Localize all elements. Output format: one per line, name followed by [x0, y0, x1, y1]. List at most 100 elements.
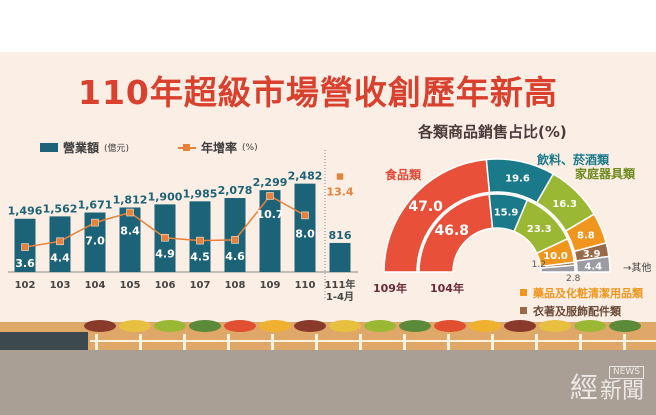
legend-revenue: 營業額 (億元) [40, 139, 129, 156]
legend-growth-unit: (%) [242, 142, 258, 153]
bar-value-label: 2,078 [218, 184, 253, 197]
produce [189, 320, 221, 332]
news-logo: 經 NEWS 新聞 [570, 366, 644, 404]
category-label: 食品類 [384, 167, 422, 182]
donut-value-label: 3.9 [583, 249, 601, 260]
x-tick-label: 103 [50, 280, 71, 291]
category-label: 衣著及服飾配件類 [533, 304, 622, 318]
bar-value-label: 1,985 [183, 187, 218, 200]
donut-value-label: 8.8 [577, 231, 595, 242]
donut-segment-109年 [575, 255, 611, 273]
growth-value-label: 8.0 [295, 227, 315, 240]
x-tick-label: 110 [295, 280, 316, 291]
legend-swatch [520, 307, 527, 314]
produce [469, 320, 501, 332]
ring-label: 104年 [430, 281, 464, 295]
x-tick-label: 109 [260, 280, 281, 291]
category-label: 飲料、菸酒類 [536, 152, 610, 167]
logo-sub: 新聞 [599, 379, 644, 404]
produce [434, 320, 466, 332]
growth-value-label: 10.7 [256, 208, 283, 221]
legend-growth: 年增率 (%) [178, 139, 258, 156]
donut-value-label: 1.2 [532, 260, 546, 270]
growth-point [301, 211, 309, 220]
donut-value-label: 2.8 [566, 274, 581, 284]
produce [119, 320, 151, 332]
bar-value-label: 1,900 [148, 190, 183, 203]
checkout-counter [0, 332, 88, 352]
growth-point [126, 208, 134, 217]
category-label: →其他 [623, 261, 651, 274]
bar-value-label: 816 [329, 229, 352, 242]
x-tick-label: 104 [85, 280, 106, 291]
donut-value-label: 4.4 [584, 261, 602, 272]
donut-value-label: 15.9 [494, 208, 519, 219]
legend-growth-label: 年增率 [201, 141, 238, 155]
produce [154, 320, 186, 332]
growth-value-label: 4.4 [50, 251, 70, 264]
growth-point [91, 218, 99, 227]
bar-110 [294, 183, 316, 272]
pie-chart-title: 各類商品銷售占比(%) [418, 123, 567, 141]
donut-value-label: 19.6 [505, 174, 530, 185]
growth-point [266, 192, 274, 200]
bar-value-label: 2,299 [253, 176, 288, 189]
produce [364, 320, 396, 332]
logo-news: NEWS [608, 366, 644, 379]
growth-value-label: 13.4 [326, 186, 353, 199]
growth-value-label: 4.6 [225, 250, 245, 263]
produce [399, 320, 431, 332]
legend-line-swatch [178, 143, 196, 151]
ground-illustration [0, 350, 656, 415]
bar-value-label: 2,482 [288, 170, 323, 183]
x-tick-label: 107 [190, 280, 211, 291]
legend-revenue-label: 營業額 [63, 141, 100, 155]
produce [294, 320, 326, 332]
donut-segment-104年 [540, 264, 576, 273]
x-tick-label: 1-4月 [326, 291, 354, 303]
ring-label: 109年 [373, 281, 407, 295]
bar-104 [84, 212, 106, 272]
produce [329, 320, 361, 332]
growth-point [231, 236, 239, 244]
bar-value-label: 1,671 [78, 199, 113, 212]
fence-rail [90, 340, 656, 342]
growth-value-label: 3.6 [15, 257, 35, 270]
category-label: 藥品及化粧清潔用品類 [532, 286, 644, 300]
growth-point [21, 243, 29, 251]
x-tick-label: 111年 [325, 278, 356, 291]
bar-108 [224, 198, 246, 272]
donut-value-label: 47.0 [408, 199, 443, 215]
bar-111年 [329, 242, 351, 272]
bar-value-label: 1,812 [113, 193, 148, 206]
growth-value-label: 8.4 [120, 225, 140, 238]
logo-main: 經 [569, 371, 598, 404]
produce [259, 320, 291, 332]
x-tick-label: 106 [155, 280, 176, 291]
x-tick-label: 102 [15, 280, 36, 291]
growth-value-label: 4.9 [155, 248, 175, 261]
donut-value-label: 46.8 [434, 223, 469, 239]
growth-value-label: 4.5 [190, 251, 210, 264]
bar-105 [119, 207, 141, 272]
category-label: 家庭器具類 [575, 166, 636, 181]
x-tick-label: 108 [225, 280, 246, 291]
bar-value-label: 1,496 [8, 205, 43, 218]
produce [84, 320, 116, 332]
legend-swatch [520, 289, 527, 296]
growth-value-label: 7.0 [85, 235, 105, 248]
bar-109 [259, 190, 281, 272]
produce [609, 320, 641, 332]
produce [574, 320, 606, 332]
legend-revenue-unit: (億元) [104, 144, 130, 154]
legend-bar-swatch [40, 143, 58, 152]
x-tick-label: 105 [120, 280, 141, 291]
growth-point [56, 237, 64, 246]
growth-point [336, 172, 344, 181]
produce [504, 320, 536, 332]
logo-right: NEWS 新聞 [600, 366, 644, 404]
produce [224, 320, 256, 332]
page-title: 110年超級市場營收創歷年新高 [78, 73, 558, 112]
bar-value-label: 1,562 [43, 202, 78, 215]
